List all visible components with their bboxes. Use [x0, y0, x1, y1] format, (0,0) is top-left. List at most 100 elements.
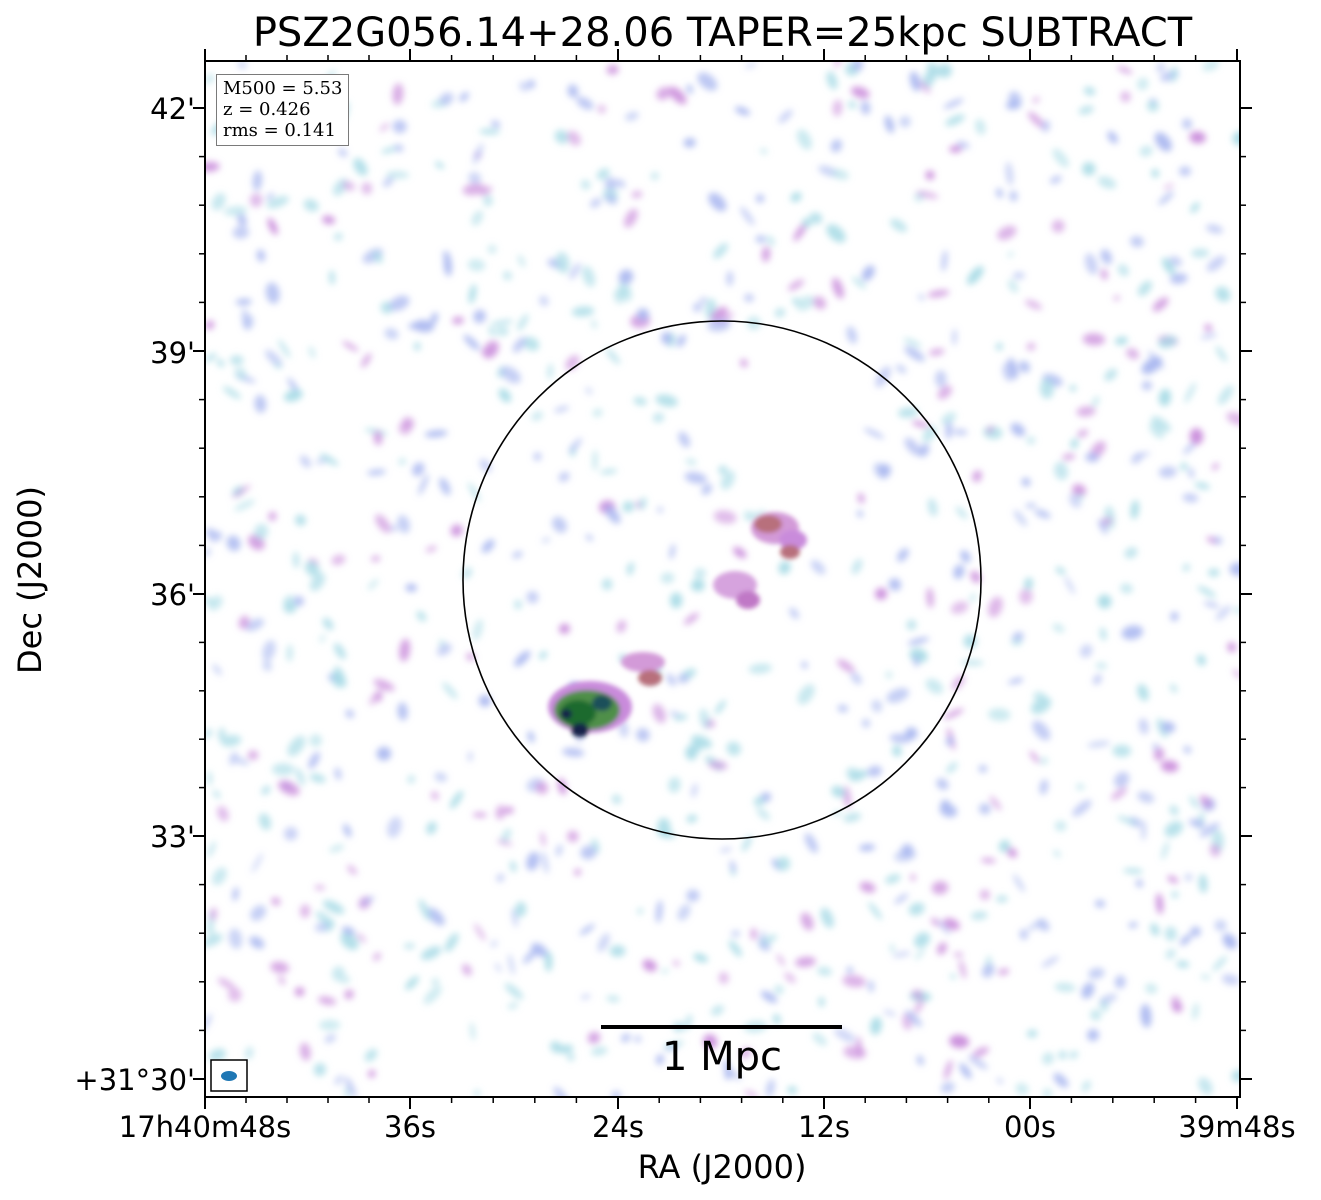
noise-blob: [604, 505, 621, 524]
noise-blob: [559, 623, 570, 634]
noise-blob: [943, 708, 964, 720]
noise-blob: [903, 338, 922, 347]
noise-blob: [544, 951, 553, 972]
noise-blob: [636, 308, 650, 321]
noise-blob: [462, 183, 486, 196]
noise-blob: [495, 805, 506, 820]
noise-blob: [271, 763, 295, 776]
noise-blob: [1087, 1029, 1099, 1042]
noise-blob: [744, 293, 754, 303]
noise-blob: [1190, 926, 1201, 937]
noise-blob: [718, 972, 729, 984]
noise-blob: [342, 341, 359, 352]
noise-blob: [810, 559, 826, 575]
noise-blob: [892, 951, 911, 958]
noise-blob: [431, 791, 439, 801]
noise-blob: [894, 893, 909, 904]
noise-blob: [1013, 873, 1025, 893]
noise-blob: [496, 839, 513, 846]
noise-blob: [1130, 499, 1140, 520]
noise-blob: [981, 963, 995, 978]
noise-blob: [249, 193, 263, 208]
noise-blob: [1170, 684, 1178, 693]
noise-blob: [539, 295, 549, 307]
noise-blob: [731, 930, 741, 938]
noise-blob: [899, 116, 911, 128]
noise-blob: [567, 1053, 575, 1061]
noise-blob: [1199, 795, 1213, 808]
noise-blob: [353, 158, 368, 176]
noise-blob: [623, 208, 638, 228]
noise-blob: [283, 826, 298, 841]
noise-blob: [333, 643, 346, 660]
noise-blob: [1194, 482, 1210, 490]
noise-blob: [1053, 1073, 1069, 1088]
noise-blob: [490, 940, 498, 948]
noise-blob: [322, 900, 345, 915]
noise-blob: [972, 470, 982, 483]
noise-blob: [1090, 1009, 1102, 1021]
noise-blob: [450, 524, 463, 537]
noise-blob: [914, 948, 925, 961]
noise-blob: [487, 244, 497, 254]
noise-blob: [452, 316, 464, 325]
noise-blob: [600, 469, 618, 475]
noise-blob: [212, 664, 222, 676]
x-tick-label: 39m48s: [1178, 1110, 1296, 1144]
noise-blob: [884, 115, 895, 134]
noise-blob: [437, 643, 452, 656]
noise-field: [205, 61, 1240, 1097]
noise-blob: [636, 728, 650, 742]
noise-blob: [1062, 453, 1076, 461]
noise-blob: [232, 226, 250, 239]
noise-blob: [271, 897, 281, 906]
scale-bar-label: 1 Mpc: [661, 1034, 783, 1080]
noise-blob: [692, 302, 703, 313]
noise-blob: [1076, 783, 1085, 791]
cluster-emission: [548, 512, 807, 737]
noise-blob: [1182, 493, 1199, 503]
noise-blob: [1182, 563, 1190, 572]
x-tick-label: 24s: [591, 1110, 645, 1144]
noise-blob: [611, 1090, 621, 1097]
noise-blob: [329, 844, 345, 853]
noise-blob: [1196, 654, 1206, 666]
noise-blob: [1183, 441, 1197, 455]
noise-blob: [508, 953, 515, 975]
noise-blob: [403, 943, 415, 949]
noise-blob: [809, 212, 823, 224]
noise-blob: [287, 735, 306, 757]
noise-blob: [963, 634, 977, 649]
noise-blob: [795, 295, 815, 311]
noise-blob: [1121, 625, 1144, 640]
noise-blob: [609, 945, 626, 957]
noise-blob: [820, 907, 834, 929]
noise-blob: [1031, 696, 1052, 715]
noise-blob: [1231, 1069, 1240, 1082]
noise-blob: [813, 296, 827, 310]
noise-blob: [678, 431, 691, 448]
noise-blob: [791, 297, 800, 305]
noise-blob: [916, 1055, 924, 1066]
noise-blob: [686, 889, 700, 902]
noise-blob: [1026, 342, 1036, 351]
noise-blob: [760, 990, 778, 1003]
noise-blob: [1137, 280, 1152, 297]
noise-blob: [1179, 166, 1191, 177]
noise-blob: [1189, 131, 1206, 144]
noise-blob: [1084, 253, 1098, 275]
noise-blob: [1161, 257, 1176, 275]
noise-blob: [605, 193, 618, 205]
noise-blob: [1100, 249, 1113, 265]
noise-blob: [491, 120, 501, 128]
noise-blob: [1161, 721, 1176, 733]
noise-blob: [315, 911, 334, 927]
noise-blob: [995, 342, 1003, 351]
noise-blob: [331, 554, 346, 566]
noise-blob: [1192, 1002, 1199, 1020]
noise-blob: [373, 251, 383, 264]
noise-blob: [567, 84, 579, 98]
noise-blob: [1021, 477, 1031, 487]
noise-blob: [1188, 467, 1195, 479]
noise-blob: [943, 98, 964, 109]
